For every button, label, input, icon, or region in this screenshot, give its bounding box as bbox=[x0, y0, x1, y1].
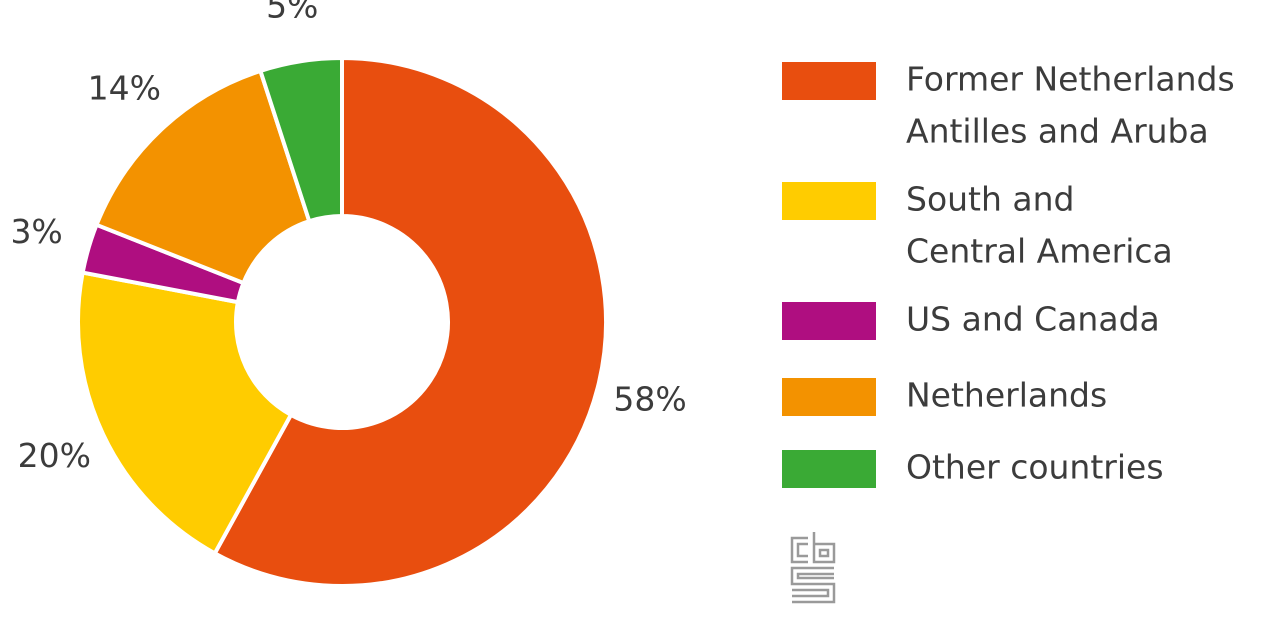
legend-swatch-former-netherlands-antilles-and-aruba bbox=[782, 62, 876, 100]
slice-label-south-and-central-america: 20% bbox=[18, 436, 91, 475]
slice-label-netherlands: 14% bbox=[88, 69, 161, 108]
legend-item-other-countries: Other countries bbox=[782, 448, 1164, 488]
legend-item-us-and-canada: US and Canada bbox=[782, 300, 1160, 340]
legend-label-south-and-central-america-line-1: South and bbox=[906, 180, 1074, 219]
cbs-logo-stroke bbox=[790, 566, 836, 604]
slice-label-other-countries: 5% bbox=[266, 0, 318, 25]
legend-item-netherlands: Netherlands bbox=[782, 376, 1107, 416]
chart-legend: Former Netherlands Antilles and Aruba Sout… bbox=[782, 60, 1235, 488]
slice-netherlands bbox=[94, 68, 312, 285]
slice-former-netherlands-antilles-and-aruba bbox=[212, 56, 608, 588]
legend-label-south-and-central-america-line-2: Central America bbox=[906, 232, 1173, 271]
legend-swatch-south-and-central-america bbox=[782, 182, 876, 220]
cbs-logo-stroke bbox=[818, 548, 830, 558]
chart-slices bbox=[76, 56, 608, 588]
legend-item-south-and-central-america: South and Central America bbox=[782, 180, 1173, 271]
cbs-logo-stroke bbox=[796, 542, 808, 558]
legend-label-other-countries: Other countries bbox=[906, 448, 1164, 487]
cbs-logo-icon bbox=[790, 532, 836, 604]
slice-south-and-central-america bbox=[76, 270, 293, 556]
cbs-logo-stroke bbox=[790, 536, 808, 564]
slice-other-countries bbox=[258, 56, 344, 224]
cbs-logo-stroke bbox=[796, 572, 834, 580]
slice-label-former-netherlands-antilles-and-aruba: 58% bbox=[613, 380, 686, 419]
chart-slice-labels: 58% 20% 3% 14% 5% bbox=[10, 0, 686, 475]
legend-swatch-other-countries bbox=[782, 450, 876, 488]
legend-label-former-netherlands-antilles-and-aruba-line-2: Antilles and Aruba bbox=[906, 112, 1209, 151]
cbs-logo-stroke bbox=[812, 532, 836, 564]
cbs-logo-stroke bbox=[792, 588, 830, 598]
slice-label-us-and-canada: 3% bbox=[10, 212, 62, 251]
legend-swatch-netherlands bbox=[782, 378, 876, 416]
legend-label-netherlands: Netherlands bbox=[906, 376, 1107, 415]
legend-label-former-netherlands-antilles-and-aruba-line-1: Former Netherlands bbox=[906, 60, 1235, 99]
legend-item-former-netherlands-antilles-and-aruba: Former Netherlands Antilles and Aruba bbox=[782, 60, 1235, 151]
legend-label-us-and-canada: US and Canada bbox=[906, 300, 1160, 339]
legend-swatch-us-and-canada bbox=[782, 302, 876, 340]
